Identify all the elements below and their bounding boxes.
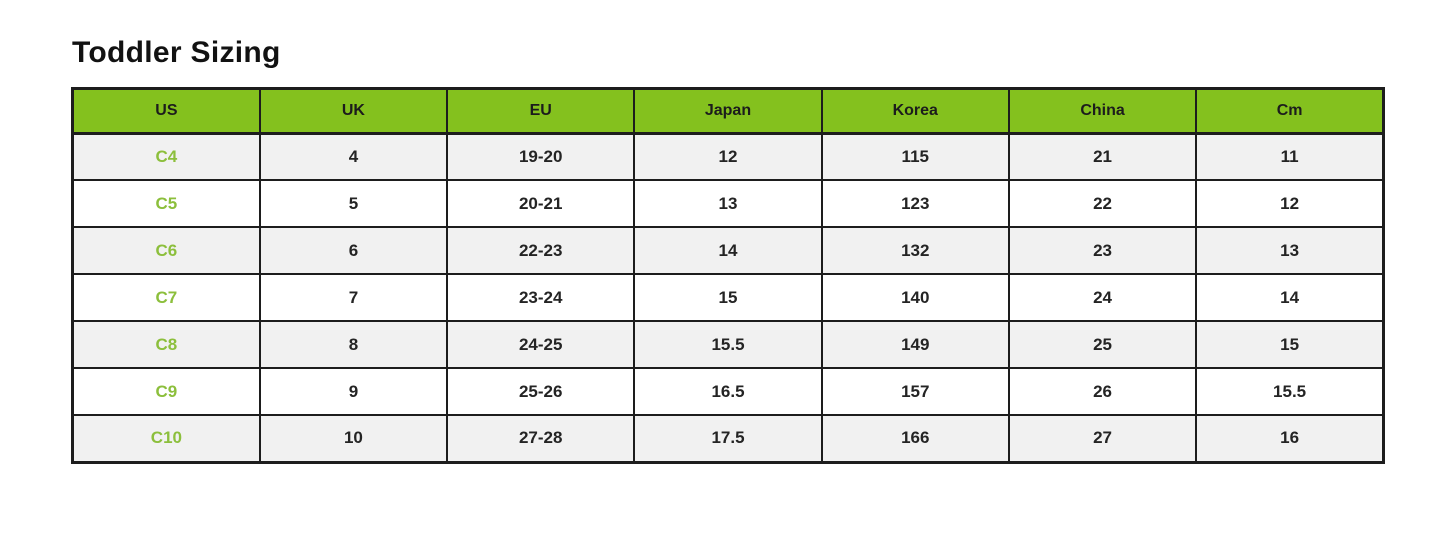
toddler-sizing-table: US UK EU Japan Korea China Cm C4 4 19-20 12… [71, 86, 1385, 464]
table-row: C9 9 25-26 16.5 157 26 15.5 [71, 367, 1385, 416]
table-cell: 22-23 [446, 226, 636, 275]
column-header-eu: EU [446, 87, 636, 135]
table-cell: 157 [820, 367, 1010, 416]
table-cell: 12 [633, 132, 823, 181]
table-cell: 15 [1195, 320, 1385, 369]
table-row: C7 7 23-24 15 140 24 14 [71, 273, 1385, 322]
us-size-cell: C9 [71, 367, 261, 416]
table-cell: 15.5 [633, 320, 823, 369]
table-cell: 6 [258, 226, 449, 275]
table-cell: 123 [820, 179, 1010, 228]
table-cell: 25-26 [446, 367, 636, 416]
table-cell: 115 [820, 132, 1010, 181]
table-cell: 21 [1007, 132, 1198, 181]
us-size-cell: C10 [71, 414, 261, 463]
table-cell: 12 [1195, 179, 1385, 228]
table-cell: 22 [1007, 179, 1198, 228]
table-cell: 16.5 [633, 367, 823, 416]
table-cell: 27 [1007, 414, 1198, 463]
table-cell: 24-25 [446, 320, 636, 369]
table-cell: 140 [820, 273, 1010, 322]
table-cell: 5 [258, 179, 449, 228]
us-size-cell: C8 [71, 320, 261, 369]
table-cell: 14 [633, 226, 823, 275]
table-cell: 11 [1195, 132, 1385, 181]
table-cell: 149 [820, 320, 1010, 369]
page-title: Toddler Sizing [72, 36, 281, 69]
table-row: C6 6 22-23 14 132 23 13 [71, 226, 1385, 275]
table-row: C8 8 24-25 15.5 149 25 15 [71, 320, 1385, 369]
table-row: C4 4 19-20 12 115 21 11 [71, 132, 1385, 181]
table-row: C5 5 20-21 13 123 22 12 [71, 179, 1385, 228]
table-cell: 24 [1007, 273, 1198, 322]
table-cell: 23-24 [446, 273, 636, 322]
table-cell: 23 [1007, 226, 1198, 275]
table-cell: 19-20 [446, 132, 636, 181]
column-header-cm: Cm [1195, 87, 1385, 135]
table-cell: 10 [258, 414, 449, 463]
table-cell: 9 [258, 367, 449, 416]
table-cell: 25 [1007, 320, 1198, 369]
table-cell: 16 [1195, 414, 1385, 463]
table-cell: 8 [258, 320, 449, 369]
table-cell: 15.5 [1195, 367, 1385, 416]
table-cell: 13 [1195, 226, 1385, 275]
table-cell: 7 [258, 273, 449, 322]
table-cell: 20-21 [446, 179, 636, 228]
table-cell: 17.5 [633, 414, 823, 463]
table-cell: 4 [258, 132, 449, 181]
table-cell: 13 [633, 179, 823, 228]
table-cell: 26 [1007, 367, 1198, 416]
column-header-korea: Korea [820, 87, 1010, 135]
us-size-cell: C7 [71, 273, 261, 322]
column-header-japan: Japan [633, 87, 823, 135]
us-size-cell: C6 [71, 226, 261, 275]
header-row: US UK EU Japan Korea China Cm [71, 87, 1385, 135]
column-header-uk: UK [258, 87, 449, 135]
page: Toddler Sizing US UK EU Japan Korea Chin… [71, 36, 1385, 464]
table-cell: 132 [820, 226, 1010, 275]
us-size-cell: C5 [71, 179, 261, 228]
table-row: C10 10 27-28 17.5 166 27 16 [71, 414, 1385, 463]
table-cell: 166 [820, 414, 1010, 463]
table-body: C4 4 19-20 12 115 21 11 C5 5 20-21 13 123 22 12 C6 6 22-… [71, 132, 1385, 463]
column-header-china: China [1007, 87, 1198, 135]
us-size-cell: C4 [71, 132, 261, 181]
table-cell: 14 [1195, 273, 1385, 322]
table-cell: 27-28 [446, 414, 636, 463]
table-cell: 15 [633, 273, 823, 322]
column-header-us: US [71, 87, 261, 135]
